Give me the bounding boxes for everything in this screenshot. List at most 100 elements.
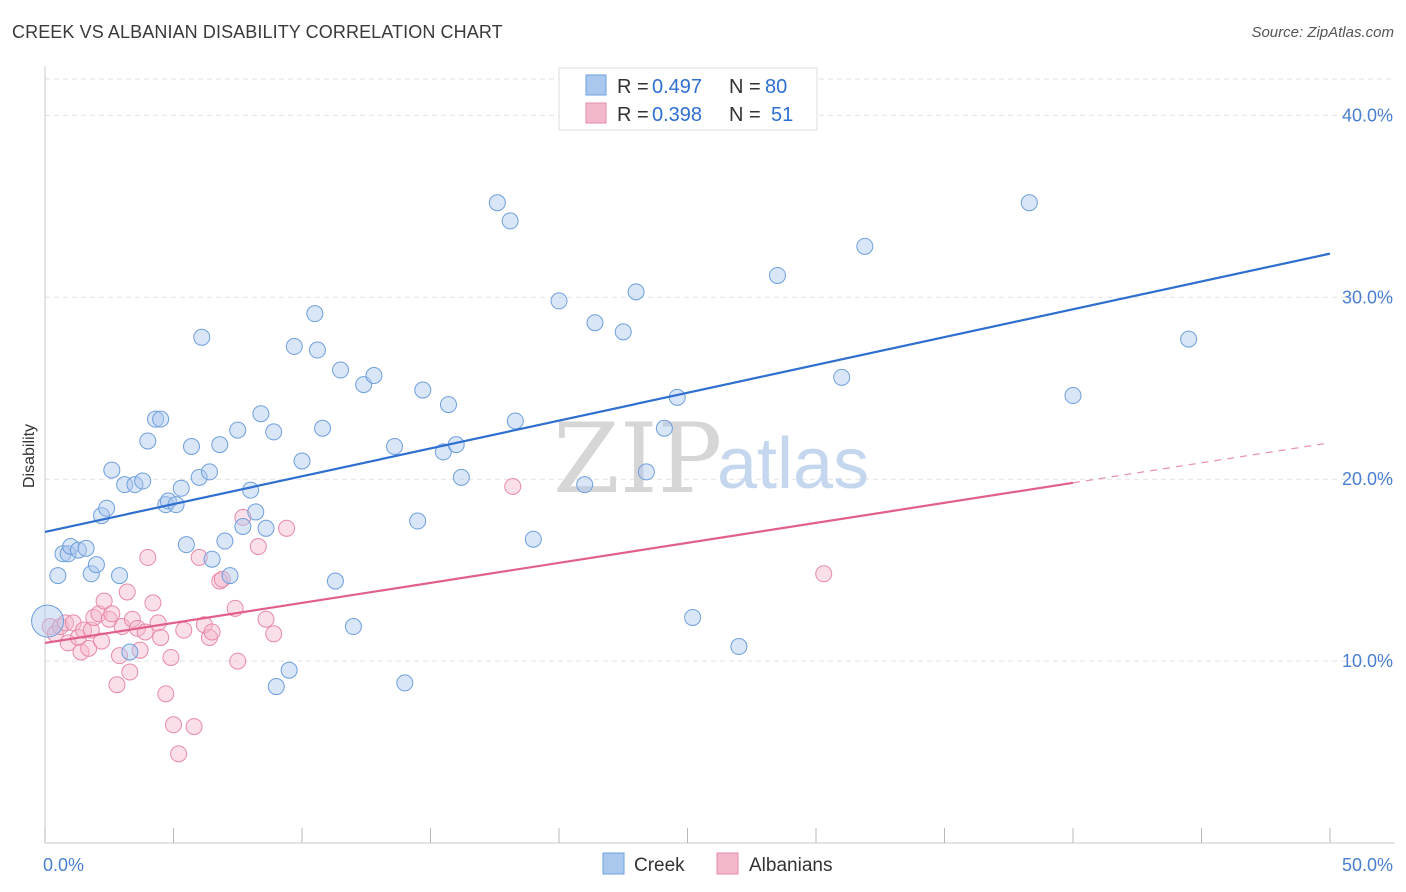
- legend-albanian-r-value: 0.398: [652, 104, 702, 126]
- creek-point: [152, 410, 170, 428]
- creek-point: [524, 530, 542, 548]
- creek-point: [655, 419, 673, 437]
- creek-point: [247, 503, 265, 521]
- albanians-point: [229, 652, 247, 670]
- creek-point: [172, 479, 190, 497]
- creek-point: [200, 463, 218, 481]
- creek-point: [31, 604, 65, 638]
- creek-point: [98, 499, 116, 517]
- creek-point: [82, 565, 100, 583]
- albanians-point: [278, 519, 296, 537]
- albanians-point: [121, 663, 139, 681]
- albanians-point: [131, 641, 149, 659]
- albanians-point: [144, 594, 162, 612]
- creek-point: [190, 468, 208, 486]
- albanians-point: [103, 605, 121, 623]
- creek-points: [31, 194, 1198, 696]
- creek-point: [439, 396, 457, 414]
- creek-point: [414, 381, 432, 399]
- creek-point: [257, 519, 275, 537]
- creek-point: [77, 539, 95, 557]
- creek-point: [229, 421, 247, 439]
- albanians-point: [170, 745, 188, 763]
- bottom-legend: Creek Albanians: [602, 852, 832, 876]
- creek-point: [265, 423, 283, 441]
- bottom-legend-creek-swatch: [602, 852, 625, 875]
- creek-point: [637, 463, 655, 481]
- legend-creek-n-label: N =: [729, 76, 761, 98]
- albanians-point: [95, 592, 113, 610]
- creek-point: [293, 452, 311, 470]
- creek-point: [267, 678, 285, 696]
- creek-point: [306, 305, 324, 323]
- creek-point: [285, 337, 303, 355]
- legend-albanian-n-value: 51: [771, 104, 793, 126]
- creek-point: [121, 643, 139, 661]
- legend-albanian-swatch: [585, 102, 607, 124]
- creek-point: [177, 536, 195, 554]
- albanians-point: [90, 605, 108, 623]
- creek-point: [111, 567, 129, 585]
- creek-point: [614, 323, 632, 341]
- creek-point: [386, 437, 404, 455]
- albanians-point: [211, 572, 229, 590]
- creek-point: [314, 419, 332, 437]
- creek-point: [332, 361, 350, 379]
- y-tick-label: 30.0%: [1342, 287, 1393, 307]
- creek-point: [409, 512, 427, 530]
- albanians-point: [815, 565, 833, 583]
- creek-point: [833, 368, 851, 386]
- albanians-point: [265, 625, 283, 643]
- legend-albanian-r-label: R =: [617, 104, 649, 126]
- creek-point: [242, 481, 260, 499]
- creek-point: [730, 638, 748, 656]
- creek-point: [308, 341, 326, 359]
- bottom-legend-albanian-swatch: [716, 852, 739, 875]
- y-tick-label: 40.0%: [1342, 105, 1393, 125]
- albanians-point: [149, 614, 167, 632]
- watermark-zip: ZIP: [553, 403, 722, 515]
- creek-point: [139, 432, 157, 450]
- x-tick-label-max: 50.0%: [1342, 855, 1393, 875]
- trend-lines: [44, 252, 1331, 644]
- watermark-atlas: atlas: [717, 424, 869, 504]
- creek-point: [576, 476, 594, 494]
- y-tick-label: 20.0%: [1342, 469, 1393, 489]
- legend-creek-n-value: 80: [765, 76, 787, 98]
- creek-point: [280, 661, 298, 679]
- bottom-legend-creek-label: Creek: [634, 855, 685, 876]
- albanians-point: [108, 676, 126, 694]
- albanians-point: [185, 718, 203, 736]
- albanians-point: [152, 628, 170, 646]
- bottom-legend-albanian-label: Albanians: [749, 855, 832, 876]
- creek-point: [216, 532, 234, 550]
- creek-point: [684, 608, 702, 626]
- albanians-point: [80, 639, 98, 657]
- creek-point: [234, 517, 252, 535]
- creek-point: [506, 412, 524, 430]
- creek-point: [344, 618, 362, 636]
- creek-point: [396, 674, 414, 692]
- legend-creek-swatch: [585, 74, 607, 96]
- albanians-point: [162, 648, 180, 666]
- albanians-point: [234, 508, 252, 526]
- creek-point: [193, 328, 211, 346]
- creek-point: [627, 283, 645, 301]
- creek-point: [856, 237, 874, 255]
- albanians-point: [165, 716, 182, 734]
- y-tick-label: 10.0%: [1342, 651, 1393, 671]
- creek-point: [768, 266, 786, 284]
- albanians-trend-line: [44, 481, 1074, 644]
- creek-point: [221, 567, 239, 585]
- albanians-point: [111, 647, 129, 665]
- albanians-point: [157, 685, 175, 703]
- legend: R = 0.497 N = 80 R = 0.398 N = 51: [558, 67, 818, 131]
- albanians-trend-line-extrapolated: [1072, 442, 1331, 484]
- x-tick-labels: 0.0% 50.0%: [43, 855, 1393, 875]
- watermark: ZIP atlas: [553, 403, 869, 515]
- creek-point: [1020, 194, 1038, 212]
- creek-point: [211, 436, 229, 454]
- albanians-point: [504, 477, 522, 495]
- creek-point: [501, 212, 519, 230]
